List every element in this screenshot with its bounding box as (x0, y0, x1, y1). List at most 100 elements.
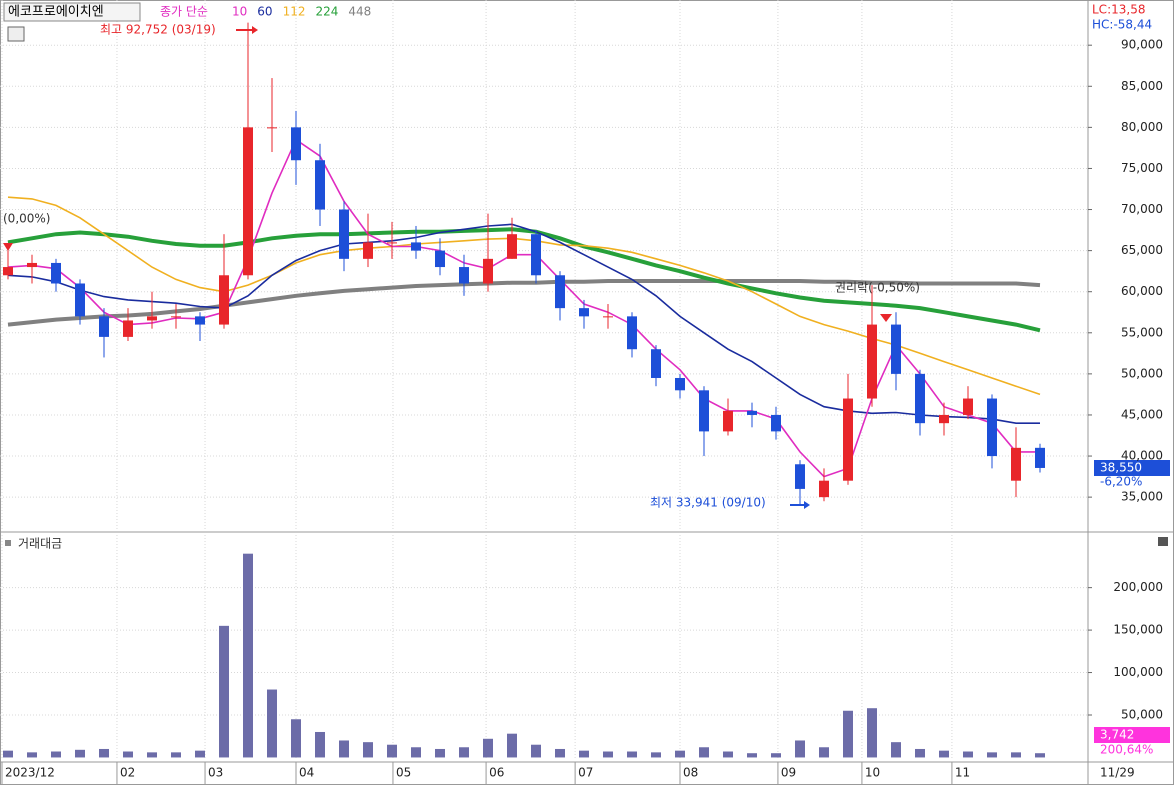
candle-body (722, 410, 733, 432)
last-price: 38,550 (1100, 461, 1142, 475)
candle-body (578, 308, 589, 317)
ma-line (7, 196, 1041, 396)
bar (914, 748, 925, 758)
hc-label: HC:-58,44 (1092, 18, 1152, 32)
candle-body (386, 242, 397, 244)
candle-body (458, 267, 469, 284)
bar (986, 752, 997, 758)
bar (506, 733, 517, 758)
chart-title: 에코프로에이치엔 (8, 5, 104, 20)
y-tick-label: 80,000 (1121, 120, 1163, 134)
candle-body (74, 283, 85, 317)
x-tick-label: 08 (683, 766, 698, 780)
bar (146, 752, 157, 758)
x-tick-label: 06 (489, 766, 504, 780)
candle-body (866, 324, 877, 399)
low-note: 최저 33,941 (09/10) (650, 496, 766, 510)
bar (626, 751, 637, 758)
bar (1010, 752, 1021, 758)
candle-body (1035, 447, 1045, 468)
legend-entry: 448 (348, 5, 371, 19)
y-tick-label: 60,000 (1121, 284, 1163, 298)
ma-line (7, 227, 1041, 333)
rights-note: 권리락(-0,50%) (835, 281, 920, 295)
y-tick-label: 40,000 (1121, 449, 1163, 463)
bar (26, 752, 37, 758)
date-label: 11/29 (1100, 766, 1135, 780)
candle-body (410, 242, 421, 251)
bar (866, 708, 877, 758)
volume-change: 200,64% (1100, 743, 1153, 757)
ma-line (7, 138, 1040, 478)
legend-entry: 60 (257, 5, 272, 19)
candle-body (50, 262, 61, 284)
candle-body (986, 398, 997, 457)
lc-label: LC:13,58 (1092, 3, 1145, 17)
legend-entry: 224 (315, 5, 338, 19)
y-tick-label: 50,000 (1121, 708, 1163, 722)
y-tick-label: 35,000 (1121, 490, 1163, 504)
bar (74, 749, 85, 758)
bar (770, 753, 781, 758)
y-tick-label: 65,000 (1121, 243, 1163, 257)
candle-body (746, 410, 757, 415)
bar (842, 710, 853, 758)
bar (218, 625, 229, 758)
volume-title: 거래대금 (18, 537, 62, 551)
y-tick-label: 85,000 (1121, 79, 1163, 93)
bar (362, 742, 373, 758)
y-tick-label: 50,000 (1121, 366, 1163, 380)
labels: 에코프로에이치엔 종가 단순 최고 92,752 (03/19) 최저 33,9… (3, 2, 1170, 780)
bar (290, 719, 301, 758)
candle-body (242, 127, 253, 276)
y-tick-label: 75,000 (1121, 161, 1163, 175)
bar (818, 747, 829, 758)
candle-body (674, 377, 685, 391)
candle-body (842, 398, 853, 481)
candle-body (194, 316, 205, 325)
bar (722, 751, 733, 758)
bar (578, 750, 589, 758)
bar (410, 747, 421, 758)
bar (242, 553, 253, 758)
bar (2, 750, 13, 758)
ma-label: 종가 단순 (160, 5, 208, 19)
start-note: (0,00%) (3, 212, 50, 226)
bar (602, 751, 613, 758)
bar (554, 748, 565, 758)
candle-body (698, 390, 709, 432)
candle-body (554, 275, 565, 309)
low-arrow-head (804, 501, 810, 509)
legend-entry: 10 (232, 5, 247, 19)
candle-body (794, 464, 805, 489)
table-icon[interactable] (7, 26, 25, 42)
x-tick-label: 10 (865, 766, 880, 780)
candle-body (266, 127, 277, 129)
candle-body (818, 480, 829, 498)
ma-line (7, 223, 1040, 424)
last-badge (1094, 460, 1170, 476)
candle-body (602, 316, 613, 318)
legend-entry: 112 (283, 5, 306, 19)
panel-close[interactable] (1158, 537, 1168, 546)
candle-body (938, 414, 949, 424)
y-tick-label: 90,000 (1121, 38, 1163, 52)
candle-body (962, 398, 973, 415)
y-tick-label: 150,000 (1113, 623, 1163, 637)
x-tick-label: 05 (396, 766, 411, 780)
candle-body (482, 258, 493, 284)
y-tick-label: 200,000 (1113, 580, 1163, 594)
volume-badge (1094, 727, 1170, 743)
candle-body (314, 160, 325, 210)
bar (434, 748, 445, 758)
candle-body (434, 250, 445, 268)
y-tick-label: 70,000 (1121, 202, 1163, 216)
title-box[interactable] (3, 2, 141, 22)
bar (938, 750, 949, 758)
candle-body (626, 316, 637, 350)
x-tick-label: 11 (955, 766, 970, 780)
bar (674, 750, 685, 758)
bar (314, 731, 325, 758)
